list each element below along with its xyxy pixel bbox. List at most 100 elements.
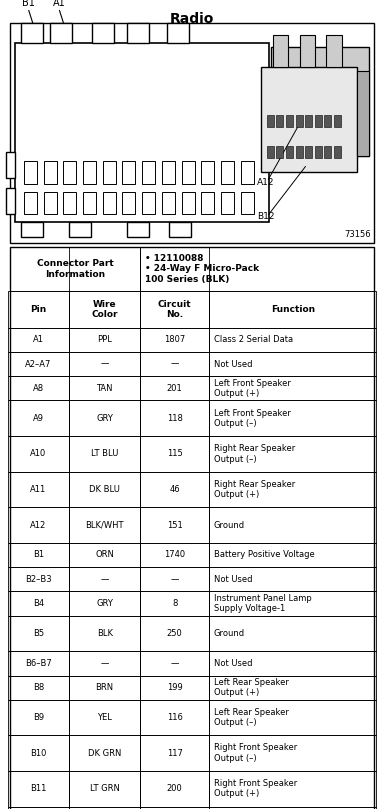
Bar xyxy=(261,67,357,172)
Text: DK GRN: DK GRN xyxy=(88,748,121,758)
Bar xyxy=(69,591,140,616)
Text: —: — xyxy=(101,359,109,369)
Bar xyxy=(8,328,69,352)
Text: Radio: Radio xyxy=(170,12,214,26)
Bar xyxy=(140,436,209,472)
Bar xyxy=(8,567,69,591)
Bar xyxy=(21,23,43,43)
Bar xyxy=(209,591,376,616)
Text: —: — xyxy=(170,659,179,668)
Bar xyxy=(209,376,376,400)
Bar xyxy=(69,651,140,676)
Text: 200: 200 xyxy=(167,784,183,794)
Bar xyxy=(63,161,76,184)
Text: 199: 199 xyxy=(167,683,183,693)
Bar xyxy=(8,291,69,328)
Text: Class 2 Serial Data: Class 2 Serial Data xyxy=(214,335,293,345)
Text: 117: 117 xyxy=(167,748,183,758)
Bar xyxy=(8,676,69,700)
Bar xyxy=(140,567,209,591)
Text: 201: 201 xyxy=(167,383,183,393)
Bar xyxy=(69,472,140,507)
Bar xyxy=(10,247,140,291)
Bar xyxy=(140,651,209,676)
Bar xyxy=(140,771,209,807)
Bar xyxy=(209,616,376,651)
Bar xyxy=(209,676,376,700)
Text: B1: B1 xyxy=(33,550,44,560)
Text: B2–B3: B2–B3 xyxy=(25,574,52,584)
Text: A10: A10 xyxy=(30,449,46,459)
Bar xyxy=(24,192,37,214)
Text: B8: B8 xyxy=(33,683,44,693)
Bar xyxy=(140,700,209,735)
Bar xyxy=(69,328,140,352)
Bar xyxy=(8,436,69,472)
Bar xyxy=(69,735,140,771)
Bar xyxy=(296,115,303,127)
Bar xyxy=(142,161,155,184)
Text: Wire
Color: Wire Color xyxy=(91,300,118,319)
Bar xyxy=(241,192,254,214)
Bar xyxy=(8,352,69,376)
Bar xyxy=(300,35,315,67)
Bar xyxy=(209,567,376,591)
Text: Circuit
No.: Circuit No. xyxy=(158,300,192,319)
Text: B11: B11 xyxy=(30,784,46,794)
Text: BLK/WHT: BLK/WHT xyxy=(85,520,124,530)
Text: A12: A12 xyxy=(30,520,46,530)
Bar xyxy=(8,700,69,735)
Bar xyxy=(267,146,274,158)
Bar xyxy=(142,192,155,214)
Bar xyxy=(122,192,136,214)
Text: —: — xyxy=(101,659,109,668)
Text: Right Front Speaker
Output (+): Right Front Speaker Output (+) xyxy=(214,779,297,798)
Bar xyxy=(103,192,116,214)
Text: A9: A9 xyxy=(33,413,44,423)
Bar xyxy=(69,807,140,809)
Text: A2–A7: A2–A7 xyxy=(25,359,51,369)
Text: BRN: BRN xyxy=(96,683,114,693)
Bar xyxy=(286,146,293,158)
Bar xyxy=(209,328,376,352)
Text: B4: B4 xyxy=(33,599,44,608)
Bar xyxy=(209,352,376,376)
Bar xyxy=(63,192,76,214)
Bar xyxy=(140,735,209,771)
Bar xyxy=(221,192,234,214)
Bar xyxy=(50,23,72,43)
Text: 151: 151 xyxy=(167,520,183,530)
Bar xyxy=(15,43,269,222)
Bar xyxy=(140,591,209,616)
Text: Battery Positive Voltage: Battery Positive Voltage xyxy=(214,550,314,560)
Bar xyxy=(69,352,140,376)
Text: 118: 118 xyxy=(167,413,183,423)
Text: Not Used: Not Used xyxy=(214,659,252,668)
Text: B9: B9 xyxy=(33,713,44,722)
Bar xyxy=(8,543,69,567)
Bar xyxy=(334,115,341,127)
Text: Right Rear Speaker
Output (+): Right Rear Speaker Output (+) xyxy=(214,480,295,499)
Bar xyxy=(69,676,140,700)
Bar xyxy=(21,222,43,237)
Text: 46: 46 xyxy=(169,485,180,494)
Text: LT GRN: LT GRN xyxy=(90,784,119,794)
Bar xyxy=(140,400,209,436)
Text: PPL: PPL xyxy=(97,335,112,345)
Text: A12: A12 xyxy=(257,177,275,187)
Text: Right Front Speaker
Output (–): Right Front Speaker Output (–) xyxy=(214,743,297,763)
Text: GRY: GRY xyxy=(96,599,113,608)
Bar xyxy=(8,771,69,807)
Bar xyxy=(69,291,140,328)
Bar xyxy=(305,115,312,127)
Bar xyxy=(209,807,376,809)
Text: —: — xyxy=(101,574,109,584)
Bar xyxy=(140,291,209,328)
Bar xyxy=(276,115,283,127)
Bar xyxy=(221,161,234,184)
Bar xyxy=(24,161,37,184)
Bar xyxy=(140,376,209,400)
Text: Left Rear Speaker
Output (+): Left Rear Speaker Output (+) xyxy=(214,678,289,697)
Bar xyxy=(140,616,209,651)
Text: —: — xyxy=(170,359,179,369)
